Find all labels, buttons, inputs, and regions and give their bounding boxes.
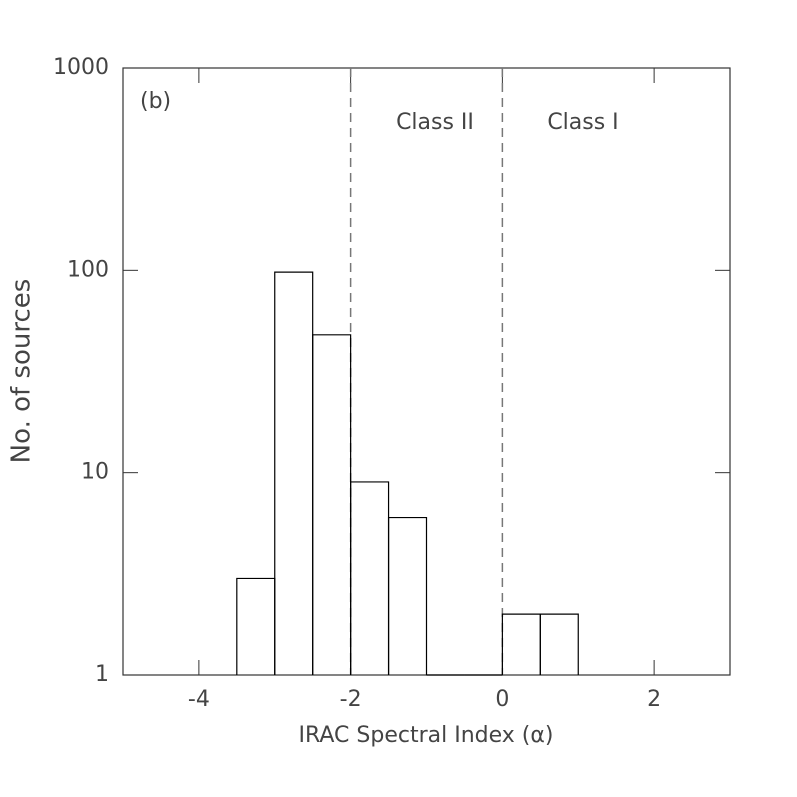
y-tick-label: 100	[67, 257, 109, 282]
annotation: Class I	[547, 110, 618, 135]
y-tick-label: 10	[81, 460, 109, 485]
y-tick-label: 1000	[53, 55, 109, 80]
y-axis-label: No. of sources	[7, 279, 37, 464]
y-tick-label: 1	[95, 662, 109, 687]
x-tick-label: 2	[647, 687, 661, 712]
x-tick-label: -2	[340, 687, 362, 712]
bar	[274, 271, 314, 675]
bar	[350, 481, 390, 675]
panel-label: (b)	[140, 89, 171, 114]
bar	[539, 613, 579, 675]
bar	[312, 334, 352, 675]
bar	[236, 577, 276, 675]
x-tick-label: 0	[495, 687, 509, 712]
bar	[387, 516, 428, 675]
x-axis-label: IRAC Spectral Index (α)	[299, 723, 554, 748]
bar	[501, 613, 541, 675]
annotation: Class II	[396, 110, 474, 135]
x-tick-label: -4	[188, 687, 210, 712]
